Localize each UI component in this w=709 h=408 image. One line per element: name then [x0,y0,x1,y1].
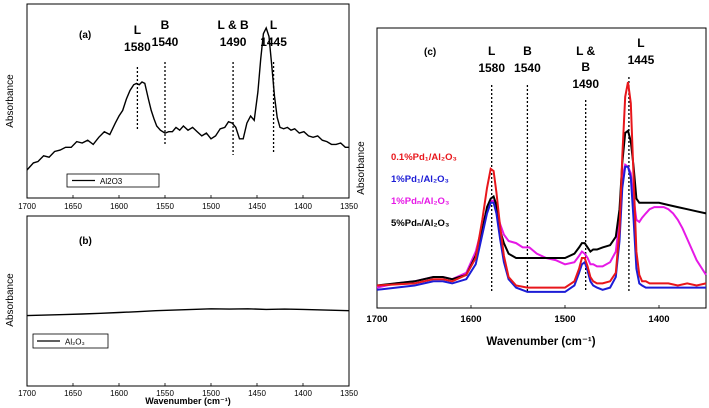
panel-a-series-al2o3 [26,26,349,171]
panel-a-x-ticks: 1700 1650 1600 1550 1500 1450 1400 1350 [18,195,358,211]
panel-b-legend: Al₂O₃ [32,333,109,349]
panel-c-annotation-value-3: 1445 [628,53,655,67]
panel-a-annotation-label-3: L [270,18,277,32]
panel-a-legend-box [66,173,160,188]
panel-c-xlabel: Wavenumber (cm⁻¹) [486,336,595,348]
panel-b-x-ticks: 1700 1650 1600 1550 1500 1450 1400 1350 [18,383,358,398]
panel-b-label: (b) [79,236,92,247]
panel-b-tick-label-1650: 1650 [64,389,82,398]
panel-b-tick-label-1600: 1600 [110,389,128,398]
panel-b-frame [26,215,350,387]
panel-a-annotation-value-3: 1445 [260,35,287,49]
panel-a-tick-label-1500: 1500 [202,202,220,211]
panel-a-annotation-value-0: 1580 [124,40,151,54]
panel-c-annotation-label2-2: B [581,60,590,74]
panel-a-label: (a) [79,30,91,41]
panel-c-series-0 [376,81,707,289]
panel-c-legend-entry-1: 1%Pd₁/Al₂O₃ [391,174,449,185]
panel-a-tick-label-1350: 1350 [340,202,358,211]
panel-b-tick-label-1700: 1700 [18,389,36,398]
panel-c-frame [376,27,707,309]
panel-a-annotations: L 1580 B 1540 L & B 1490 L 1445 [124,18,287,155]
panel-a-annotation-label-1: B [161,18,170,32]
panel-a-tick-label-1700: 1700 [18,202,36,211]
panel-c-legend-entry-3: 5%Pdₙ/Al₂O₃ [391,218,449,229]
panel-a-annotation-value-2: 1490 [220,35,247,49]
panel-c-label: (c) [424,47,436,58]
panel-c-annotation-label-1: B [523,44,532,58]
panel-a-annotation-value-1: 1540 [152,35,179,49]
panel-c-annotation-label-3: L [637,36,644,50]
panel-c-tick-label-1600: 1600 [460,314,481,325]
panel-a-tick-label-1450: 1450 [248,202,266,211]
panel-c-legend-entry-2: 1%Pdₙ/Al₂O₃ [391,196,449,207]
panel-c-legend: 0.1%Pd₁/Al₂O₃ 1%Pd₁/Al₂O₃ 1%Pdₙ/Al₂O₃ 5%… [391,152,457,229]
panel-c-legend-entry-0: 0.1%Pd₁/Al₂O₃ [391,152,457,163]
panel-c-annotation-label-0: L [488,44,495,58]
panel-a-tick-label-1600: 1600 [110,202,128,211]
panel-c-ylabel: Absorbance [356,141,367,195]
panel-a-legend: Al2O3 [66,173,160,188]
panel-c-series [376,81,707,293]
panel-c-tick-label-1400: 1400 [648,314,669,325]
panel-a-annotation-label-0: L [134,23,141,37]
panel-b-tick-label-1400: 1400 [294,389,312,398]
panel-c-tick-label-1500: 1500 [554,314,575,325]
panel-a-frame [26,3,350,199]
panel-c-annotations: L 1580 B 1540 L & B 1490 L 1445 [478,36,655,292]
panel-b-tick-label-1500: 1500 [202,389,220,398]
panel-c-annotation-value-2: 1490 [572,77,599,91]
panel-b-tick-label-1350: 1350 [340,389,358,398]
panel-c-annotation-value-1: 1540 [514,61,541,75]
panel-a: Absorbance (a) 1700 1650 1600 1550 1500 1450 1… [5,3,358,211]
panel-b-xlabel: Wavenumber (cm⁻¹) [145,396,230,406]
panel-a-legend-text: Al2O3 [100,177,123,186]
panel-b-ylabel: Absorbance [5,273,16,327]
panel-c-annotation-label-2: L & [576,44,595,58]
panel-b-series-al2o3 [26,308,350,317]
panel-b-tick-label-1550: 1550 [156,389,174,398]
panel-c-tick-label-1700: 1700 [366,314,387,325]
panel-a-tick-label-1550: 1550 [156,202,174,211]
panel-b-tick-label-1450: 1450 [248,389,266,398]
panel-c-series-1 [376,165,706,293]
panel-c-x-ticks: 1700 1600 1500 1400 [366,305,670,325]
panel-a-tick-label-1650: 1650 [64,202,82,211]
panel-b: Absorbance (b) 1700 1650 1600 1550 1500 1450 1… [5,215,358,406]
panel-a-annotation-label-2: L & B [218,18,249,32]
panel-a-ylabel: Absorbance [5,74,16,128]
panel-b-legend-text: Al₂O₃ [65,338,85,347]
panel-c: Absorbance (c) 1700 1600 1500 1400 L 1580 B 15… [356,27,707,348]
panel-c-series-3 [376,129,707,287]
panel-b-legend-box [32,333,109,349]
panel-c-annotation-value-0: 1580 [478,61,505,75]
panel-a-tick-label-1400: 1400 [294,202,312,211]
